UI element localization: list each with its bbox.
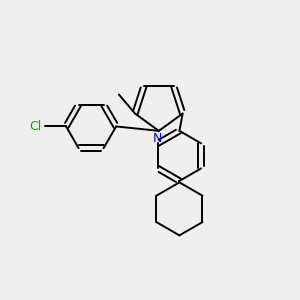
Text: Cl: Cl bbox=[29, 120, 41, 133]
Text: N: N bbox=[153, 132, 162, 145]
